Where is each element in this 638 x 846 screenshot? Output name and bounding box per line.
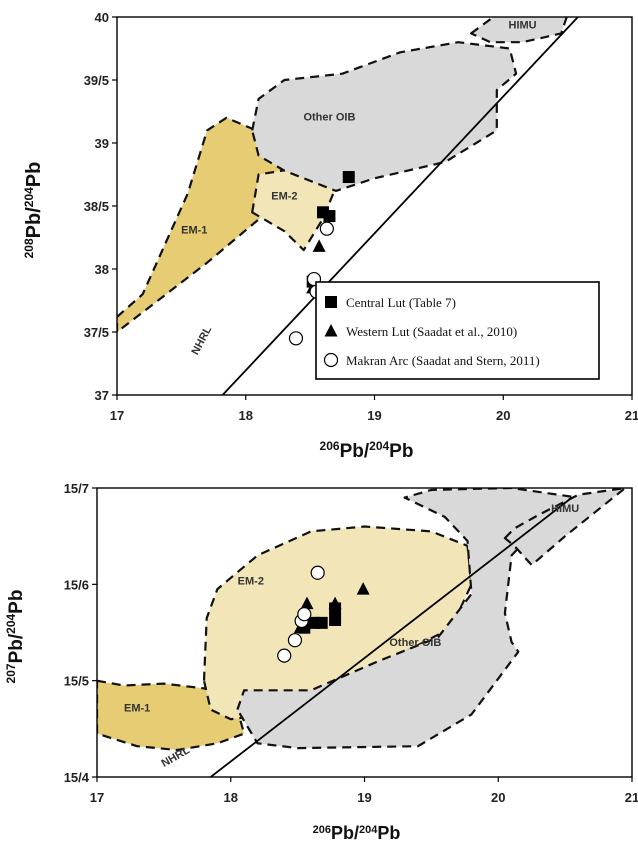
point-square	[342, 171, 355, 184]
legend-label: Western Lut (Saadat et al., 2010)	[346, 324, 517, 339]
legend-marker-triangle	[324, 324, 338, 337]
y-tick-label: 39/5	[84, 73, 109, 88]
legend-marker-circle	[323, 352, 339, 368]
point-circle	[319, 221, 334, 236]
y-tick-label: 15/7	[64, 481, 89, 496]
field-label-other-oib: Other OIB	[389, 637, 441, 649]
x-tick-label: 21	[625, 790, 638, 805]
field-other-oib	[251, 41, 518, 192]
x-tick-label: 20	[491, 790, 505, 805]
field-label-em-2: EM-2	[238, 575, 264, 587]
point-triangle	[312, 239, 326, 252]
field-label-other-oib: Other OIB	[303, 111, 355, 123]
point-triangle	[300, 596, 314, 610]
x-tick-label: 17	[90, 790, 104, 805]
field-label-em-2: EM-2	[271, 191, 297, 203]
field-label-em-1: EM-1	[124, 702, 150, 714]
point-triangle	[356, 582, 370, 595]
legend-box	[315, 281, 600, 380]
point-square	[323, 210, 336, 223]
x-tick-label: 19	[367, 408, 381, 423]
point-circle	[277, 648, 292, 663]
x-tick-label: 20	[496, 408, 510, 423]
line-nhrl	[221, 17, 579, 395]
point-circle	[288, 331, 304, 346]
x-tick-label: 18	[224, 790, 238, 805]
x-tick-label: 19	[357, 790, 371, 805]
field-other-oib	[236, 488, 594, 750]
x-tick-label: 17	[110, 408, 124, 423]
field-himu	[503, 488, 627, 567]
legend: Central Lut (Table 7) Western Lut (Saadat…	[315, 281, 600, 380]
plot-area: EM-1 EM-2 Other OIB HIMU NHRL	[117, 17, 579, 395]
legend-label: Central Lut (Table 7)	[346, 295, 456, 310]
x-tick-label: 18	[239, 408, 253, 423]
point-triangle	[328, 596, 342, 610]
x-axis-label: 206Pb/204Pb	[320, 439, 414, 462]
y-tick-label: 39	[95, 136, 109, 151]
legend-marker-square	[325, 296, 337, 308]
point-square	[329, 613, 342, 626]
x-axis-label: 206Pb/204Pb	[313, 823, 401, 843]
field-label-himu: HIMU	[509, 19, 537, 31]
line-nhrl	[210, 496, 573, 777]
y-tick-label: 15/5	[64, 674, 89, 689]
field-label-himu: HIMU	[551, 503, 579, 515]
y-tick-label: 37	[95, 388, 109, 403]
point-circle	[310, 565, 325, 580]
field-himu	[470, 17, 568, 44]
field-em-1	[117, 116, 318, 334]
y-tick-label: 40	[95, 10, 109, 25]
line-label-nhrl: NHRL	[189, 324, 214, 357]
y-axis-label: 207Pb/204Pb	[4, 590, 27, 684]
point-circle	[287, 633, 303, 648]
field-label-em-1: EM-1	[181, 225, 207, 237]
y-tick-label: 38/5	[84, 199, 109, 214]
y-axis-label: 208Pb/204Pb	[22, 162, 45, 259]
point-square	[315, 616, 328, 629]
x-tick-label: 21	[625, 408, 638, 423]
y-tick-label: 15/6	[64, 577, 89, 592]
y-tick-label: 15/4	[64, 770, 90, 785]
legend-label: Makran Arc (Saadat and Stern, 2011)	[346, 353, 540, 368]
chart-pb208: EM-1 EM-2 Other OIB HIMU NHRL 17 18 19 20 21 37 37/…	[22, 10, 638, 462]
point-circle	[297, 607, 312, 622]
y-tick-label: 37/5	[84, 325, 109, 340]
y-tick-label: 38	[95, 262, 109, 277]
